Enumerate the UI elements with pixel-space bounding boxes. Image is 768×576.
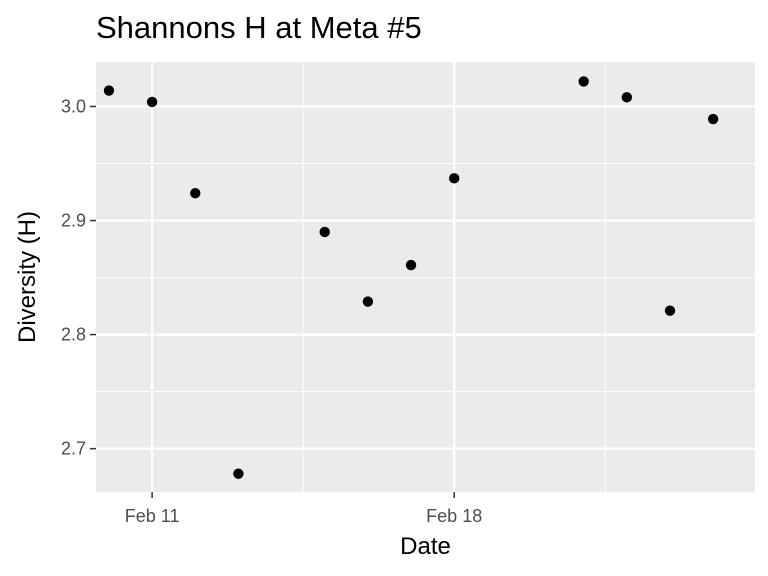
data-point bbox=[233, 468, 244, 479]
data-point bbox=[621, 92, 633, 103]
data-point bbox=[448, 173, 460, 184]
y-tick-label: 2.8 bbox=[61, 325, 86, 345]
data-point bbox=[578, 76, 589, 87]
data-points bbox=[103, 76, 719, 479]
data-point bbox=[190, 187, 201, 199]
data-point bbox=[664, 305, 676, 316]
y-axis-title: Diversity (H) bbox=[14, 211, 41, 343]
y-tick-label: 3.0 bbox=[61, 96, 86, 116]
plot-panel bbox=[96, 62, 755, 492]
major-grid bbox=[96, 62, 755, 492]
data-point bbox=[405, 259, 417, 271]
x-tick-label: Feb 11 bbox=[125, 506, 180, 526]
x-axis-title: Date bbox=[400, 533, 451, 560]
data-point bbox=[362, 296, 374, 307]
data-point bbox=[707, 113, 719, 125]
y-tick-label: 2.7 bbox=[61, 439, 86, 459]
y-tick-label: 2.9 bbox=[61, 211, 86, 231]
y-axis-ticks: 2.7 2.8 2.9 3.0 bbox=[61, 96, 96, 459]
data-point bbox=[103, 85, 115, 96]
minor-grid bbox=[96, 62, 755, 492]
x-tick-label: Feb 18 bbox=[426, 506, 482, 526]
chart-title: Shannons H at Meta #5 bbox=[96, 10, 422, 45]
data-point bbox=[319, 226, 330, 238]
data-point bbox=[146, 96, 158, 108]
x-axis-ticks: Feb 11 Feb 18 bbox=[125, 492, 482, 526]
